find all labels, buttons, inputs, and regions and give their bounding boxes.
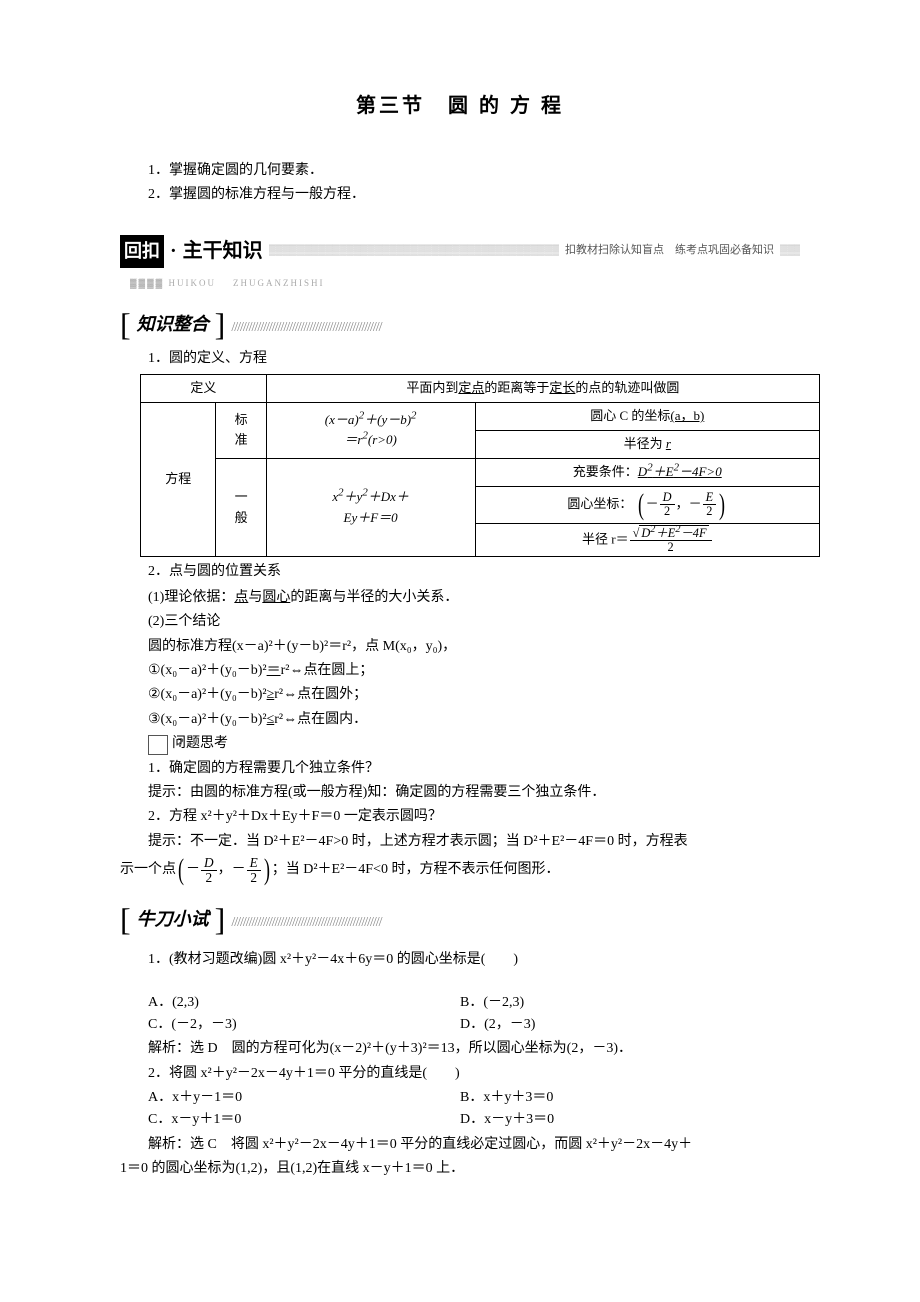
para: (1)理论依据：点与圆心的距离与半径的大小关系． bbox=[120, 587, 800, 609]
option-d: D．x－y＋3＝0 bbox=[460, 1109, 800, 1131]
para: (2)三个结论 bbox=[120, 611, 800, 633]
banner-dots: ▒▒▒▒▒▒▒▒▒▒▒▒▒▒▒▒▒▒▒▒▒▒▒▒▒▒▒▒▒▒▒▒▒▒▒▒▒▒▒▒… bbox=[269, 244, 559, 258]
section-practice: [ 牛刀小试 ] ///////////////////////////////… bbox=[120, 903, 800, 935]
list-item: ③(x₀－a)²＋(y₀－b)²≤r²⇔点在圆内． bbox=[120, 709, 800, 731]
answer: 提示：由圆的标准方程(或一般方程)知：确定圆的方程需要三个独立条件． bbox=[120, 782, 800, 804]
options-row: A．x＋y－1＝0 B．x＋y＋3＝0 bbox=[120, 1087, 800, 1109]
question-icon: ? bbox=[148, 735, 168, 755]
heading-2: 2．点与圆的位置关系 bbox=[120, 561, 800, 583]
left-bracket-icon: [ bbox=[120, 903, 131, 935]
cell-gen-radius: 半径 r＝√D2＋E2－4F2 bbox=[475, 523, 820, 557]
option-b: B．(－2,3) bbox=[460, 992, 800, 1014]
cell-gen: 一 般 bbox=[216, 458, 266, 557]
banner-dots-r: ▒▒▒▒▒▒ bbox=[780, 244, 800, 258]
cell-def: 定义 bbox=[141, 375, 267, 403]
page-title: 第三节 圆 的 方 程 bbox=[120, 90, 800, 122]
option-c: C．x－y＋1＝0 bbox=[120, 1109, 460, 1131]
option-a: A．(2,3) bbox=[120, 992, 460, 1014]
section-label: 牛刀小试 bbox=[137, 905, 209, 934]
cell-gen-cond: 充要条件：D2＋E2－4F>0 bbox=[475, 458, 820, 486]
answer-cont: 示一个点(－D2，－E2)；当 D²＋E²－4F<0 时，方程不表示任何图形． bbox=[120, 855, 800, 885]
banner-right: 扣教材扫除认知盲点 练考点巩固必备知识 bbox=[565, 242, 774, 260]
think-heading: ?问题思考 bbox=[120, 733, 800, 755]
banner-main: 主干知识 bbox=[183, 235, 263, 267]
left-bracket-icon: [ bbox=[120, 308, 131, 340]
option-b: B．x＋y＋3＝0 bbox=[460, 1087, 800, 1109]
cell-std-eq: (x－a)2＋(y－b)2 ＝r2(r>0) bbox=[266, 403, 475, 459]
section-label: 知识整合 bbox=[137, 310, 209, 339]
cell-std-center: 圆心 C 的坐标(a，b) bbox=[475, 403, 820, 431]
cell-fangcheng: 方程 bbox=[141, 403, 216, 557]
option-c: C．(－2，－3) bbox=[120, 1014, 460, 1036]
heading-1: 1．圆的定义、方程 bbox=[120, 348, 800, 370]
hatch-icon: ////////////////////////////////////////… bbox=[231, 912, 800, 926]
banner: 回扣 · 主干知识 ▒▒▒▒▒▒▒▒▒▒▒▒▒▒▒▒▒▒▒▒▒▒▒▒▒▒▒▒▒▒… bbox=[120, 235, 800, 268]
option-d: D．(2，－3) bbox=[460, 1014, 800, 1036]
question-2: 2．将圆 x²＋y²－2x－4y＋1＝0 平分的直线是( ) bbox=[120, 1063, 800, 1085]
cell-std: 标 准 bbox=[216, 403, 266, 459]
options-row: C．(－2，－3) D．(2，－3) bbox=[120, 1014, 800, 1036]
table-row: 方程 标 准 (x－a)2＋(y－b)2 ＝r2(r>0) 圆心 C 的坐标(a… bbox=[141, 403, 820, 431]
options-row: A．(2,3) B．(－2,3) bbox=[120, 992, 800, 1014]
options-row: C．x－y＋1＝0 D．x－y＋3＝0 bbox=[120, 1109, 800, 1131]
equation-table: 定义 平面内到定点的距离等于定长的点的轨迹叫做圆 方程 标 准 (x－a)2＋(… bbox=[140, 374, 820, 557]
para: 圆的标准方程(x－a)²＋(y－b)²＝r²，点 M(x₀，y₀)， bbox=[120, 636, 800, 658]
banner-box: 回扣 bbox=[120, 235, 164, 268]
table-row: 一 般 x2＋y2＋Dx＋ Ey＋F＝0 充要条件：D2＋E2－4F>0 bbox=[141, 458, 820, 486]
explanation-cont: 1＝0 的圆心坐标为(1,2)，且(1,2)在直线 x－y＋1＝0 上． bbox=[120, 1158, 800, 1180]
table-row: 定义 平面内到定点的距离等于定长的点的轨迹叫做圆 bbox=[141, 375, 820, 403]
right-bracket-icon: ] bbox=[215, 308, 226, 340]
question: 2．方程 x²＋y²＋Dx＋Ey＋F＝0 一定表示圆吗？ bbox=[120, 806, 800, 828]
cell-gen-eq: x2＋y2＋Dx＋ Ey＋F＝0 bbox=[266, 458, 475, 557]
banner-sep: · bbox=[170, 235, 177, 267]
objective-1: 1．掌握确定圆的几何要素． bbox=[120, 160, 800, 182]
list-item: ②(x₀－a)²＋(y₀－b)²≥r²⇔点在圆外； bbox=[120, 684, 800, 706]
list-item: ①(x₀－a)²＋(y₀－b)²＝r²⇔点在圆上； bbox=[120, 660, 800, 682]
right-bracket-icon: ] bbox=[215, 903, 226, 935]
cell-gen-center: 圆心坐标： (－D2，－E2) bbox=[475, 486, 820, 523]
banner-pinyin: ▓▓▓▓ HUIKOU ZHUGANZHISHI bbox=[130, 276, 800, 290]
hatch-icon: ////////////////////////////////////////… bbox=[231, 317, 800, 331]
objective-2: 2．掌握圆的标准方程与一般方程． bbox=[120, 184, 800, 206]
question-1: 1．(教材习题改编)圆 x²＋y²－4x＋6y＝0 的圆心坐标是( ) bbox=[120, 949, 800, 971]
cell-std-radius: 半径为 r bbox=[475, 430, 820, 458]
explanation: 解析：选 D 圆的方程可化为(x－2)²＋(y＋3)²＝13，所以圆心坐标为(2… bbox=[120, 1038, 800, 1060]
question: 1．确定圆的方程需要几个独立条件？ bbox=[120, 758, 800, 780]
cell-def-text: 平面内到定点的距离等于定长的点的轨迹叫做圆 bbox=[266, 375, 819, 403]
explanation: 解析：选 C 将圆 x²＋y²－2x－4y＋1＝0 平分的直线必定过圆心，而圆 … bbox=[120, 1134, 800, 1156]
option-a: A．x＋y－1＝0 bbox=[120, 1087, 460, 1109]
answer: 提示：不一定．当 D²＋E²－4F>0 时，上述方程才表示圆；当 D²＋E²－4… bbox=[120, 831, 800, 853]
section-knowledge: [ 知识整合 ] ///////////////////////////////… bbox=[120, 308, 800, 340]
